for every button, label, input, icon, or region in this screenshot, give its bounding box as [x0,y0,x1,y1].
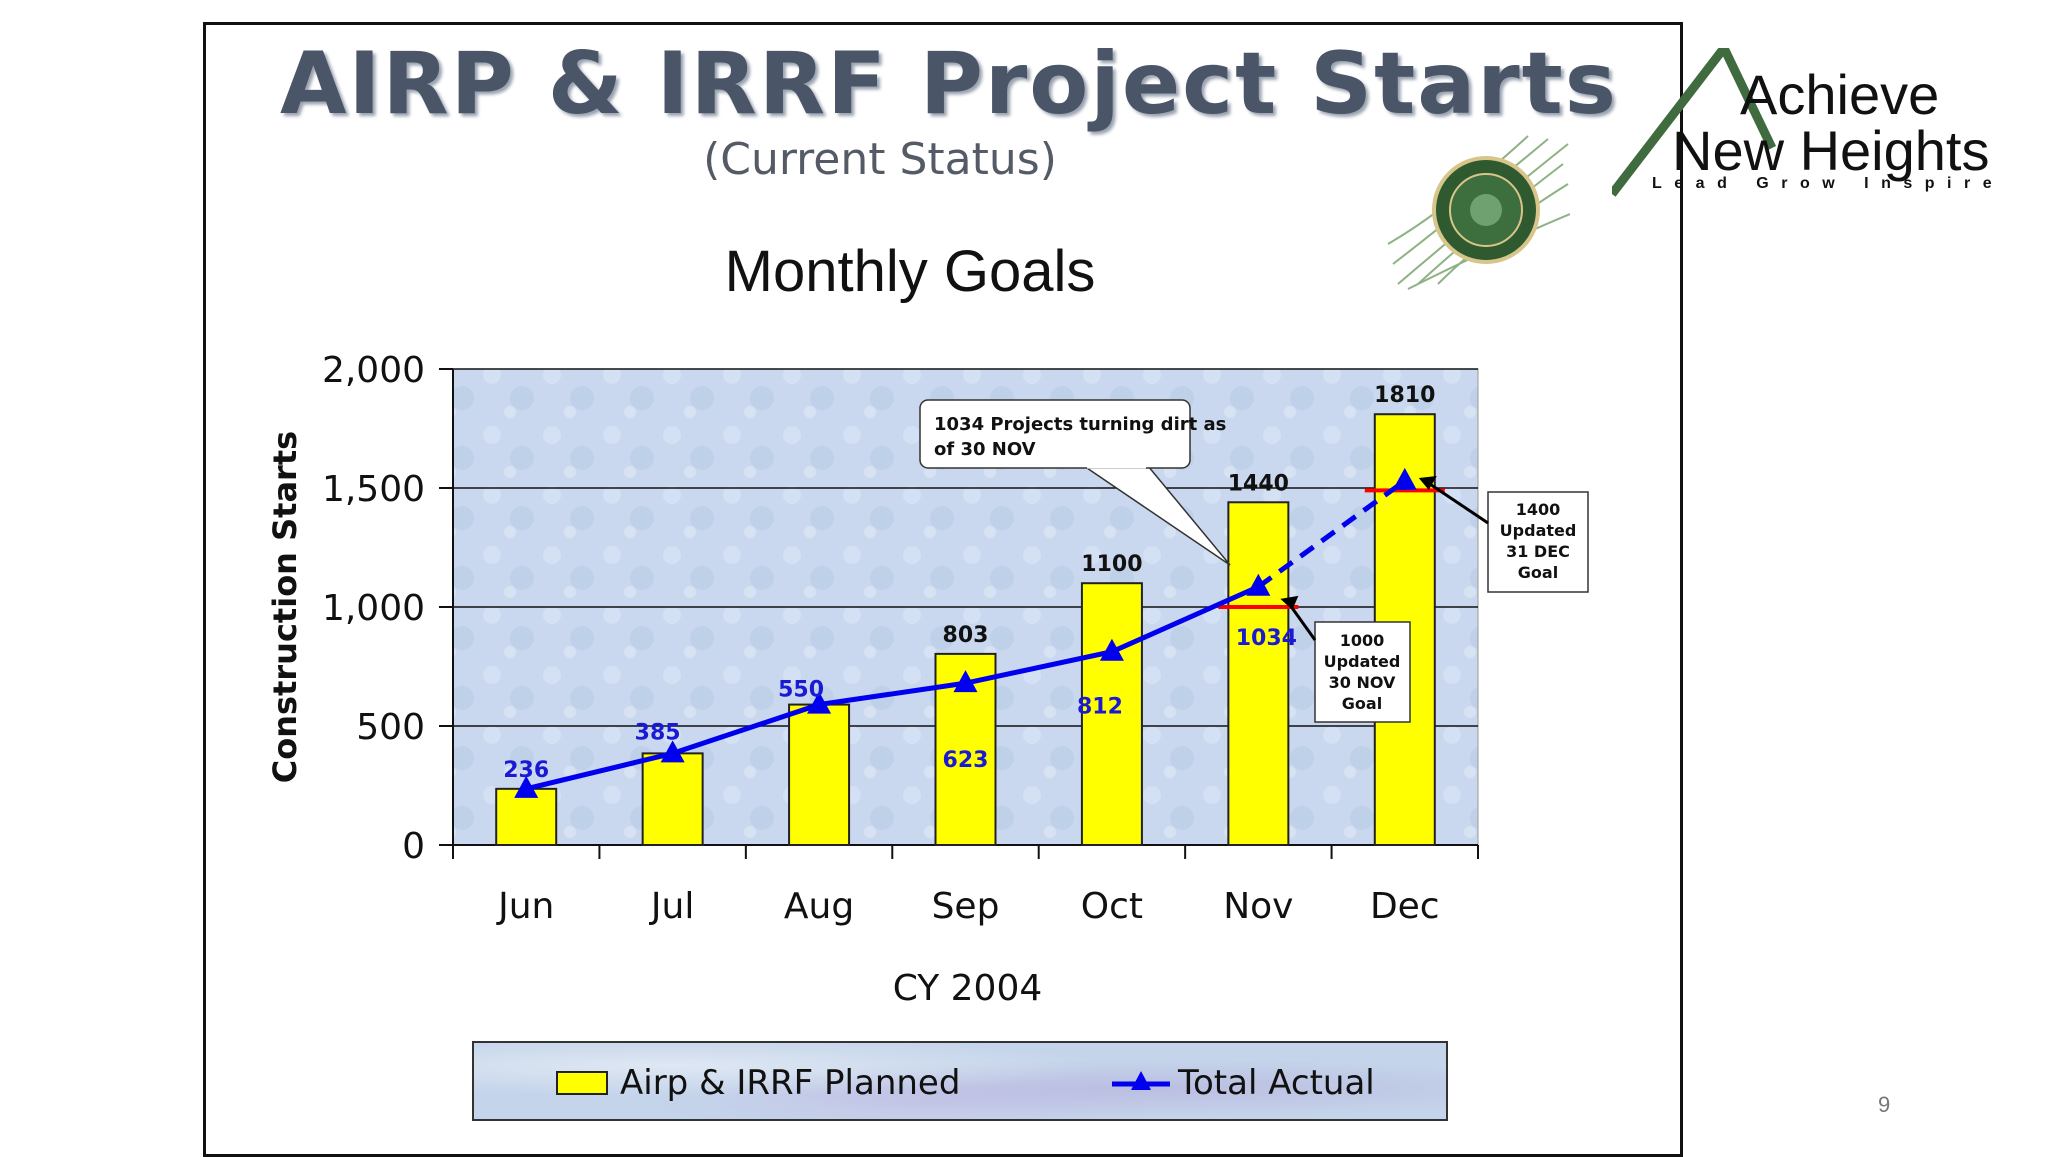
actual-marker [660,740,685,763]
bar-oct [1080,582,1143,846]
legend-item-planned: Airp & IRRF Planned [556,1063,961,1103]
y-tick-label: 1,000 [322,588,425,629]
bar-value-label: 1440 [1228,471,1289,496]
actual-value-label: 1034 [1236,626,1297,651]
x-tick-label: Oct [1081,886,1143,927]
logo-mountain-path [1612,48,1777,197]
actual-value-label: 623 [943,748,989,773]
actual-value-label: 236 [503,758,549,783]
callout-box [919,399,1191,469]
logo-line-2: New Heights [1672,119,1990,182]
callout-text-line-1: 1034 Projects turning dirt as [934,414,1226,435]
legend-label-actual: Total Actual [1178,1063,1375,1103]
actual-marker [1246,573,1271,596]
bar-jun [495,787,558,846]
actual-line-projected [1256,478,1407,589]
callout-pointer [1083,465,1231,566]
legend-label-planned: Airp & IRRF Planned [620,1063,961,1103]
y-tick-label: 1,500 [322,469,425,510]
x-axis-title: CY 2004 [893,968,1043,1009]
actual-value-label: 385 [635,720,681,745]
chart-title: Monthly Goals [724,239,1096,304]
y-axis-title: Construction Starts [266,431,304,783]
goal-note-arrow-dec [1425,480,1489,525]
actual-value-label: 812 [1077,695,1123,720]
legend-item-actual: Total Actual [1112,1063,1375,1103]
actual-line [525,584,1260,792]
legend-swatch-line [1112,1071,1170,1090]
logo-tagline: Lead Grow Inspire [1652,175,2005,192]
bar-value-label: 803 [943,623,989,648]
bar-jul [641,752,704,846]
goal-note-line: 31 DEC [1506,542,1570,561]
actual-marker [1099,638,1124,661]
goal-note-line: Goal [1518,563,1558,582]
goal-note-line: 30 NOV [1329,673,1396,692]
chart-legend: Airp & IRRF Planned Total Actual [472,1041,1448,1121]
seal-emblem-icon [1387,135,1570,290]
mountain-icon [1612,48,1777,197]
goal-note-arrowhead-dec [1418,476,1437,490]
goal-note-arrowhead-nov [1280,595,1299,610]
brand-logo: Achieve New Heights Lead Grow Inspire [1612,48,2012,198]
actual-value-label: 550 [778,678,824,703]
y-tick-label: 500 [356,707,425,748]
callout-text-line-2: of 30 NOV [934,439,1036,460]
goal-note-line: Goal [1342,694,1382,713]
slide-title: AIRP & IRRF Project Starts [280,34,1618,134]
goal-note-line: 1400 [1516,500,1561,519]
y-tick-label: 0 [402,826,425,867]
legend-swatch-bar [556,1071,608,1095]
bar-aug [788,703,851,847]
goal-note-box-nov [1314,621,1411,723]
x-tick-label: Jun [496,886,554,927]
slide-subtitle: (Current Status) [703,134,1057,185]
bar-value-label: 1810 [1374,383,1435,408]
y-tick-label: 2,000 [322,350,425,391]
actual-marker [1392,467,1417,490]
x-tick-label: Sep [932,886,1000,927]
actual-marker [807,691,832,714]
goal-note-box-dec [1487,491,1589,593]
page-number: 9 [1878,1092,1891,1117]
actual-marker [514,775,539,798]
bar-value-label: 1100 [1081,552,1142,577]
goal-note-line: Updated [1324,652,1401,671]
x-tick-label: Nov [1223,886,1293,927]
actual-marker [953,670,978,693]
x-tick-label: Aug [784,886,854,927]
goal-note-line: 1000 [1340,631,1385,650]
goal-note-line: Updated [1500,521,1577,540]
bar-nov [1227,501,1290,846]
x-tick-label: Jul [649,886,694,927]
logo-line-1: Achieve [1740,63,1940,126]
x-tick-label: Dec [1370,886,1440,927]
